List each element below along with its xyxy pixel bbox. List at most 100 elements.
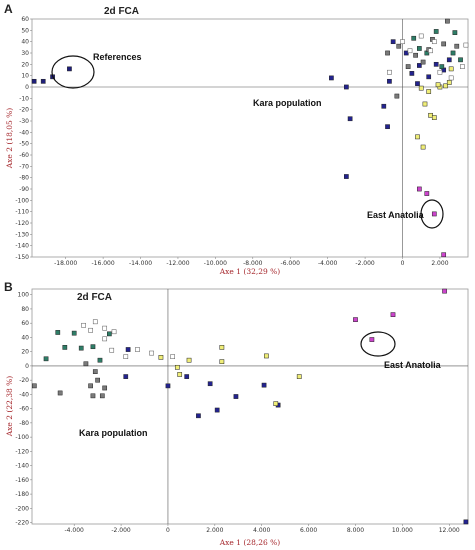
data-point-magenta bbox=[424, 191, 430, 196]
panel-a-east-anatolia-circle bbox=[420, 199, 444, 229]
data-point-green bbox=[439, 64, 445, 69]
data-point-blue bbox=[344, 174, 349, 179]
x-tick-label: -14.000 bbox=[129, 260, 152, 267]
x-tick-label: 12.000 bbox=[439, 527, 460, 534]
data-point-green bbox=[417, 46, 422, 51]
y-tick-label: -30 bbox=[19, 118, 29, 125]
data-point-yellow bbox=[420, 144, 426, 150]
x-tick-label: 2.000 bbox=[431, 260, 448, 267]
x-tick-label: -2.000 bbox=[355, 260, 375, 267]
y-tick-label: 0 bbox=[25, 363, 29, 370]
data-point-yellow bbox=[431, 115, 437, 120]
panel-b-data-points bbox=[31, 288, 469, 525]
data-point-white bbox=[102, 325, 108, 331]
data-point-blue bbox=[214, 407, 220, 413]
data-point-green bbox=[458, 57, 463, 63]
data-point-green bbox=[450, 50, 456, 56]
data-point-yellow bbox=[443, 83, 448, 89]
data-point-magenta bbox=[441, 252, 447, 258]
data-point-white bbox=[109, 347, 115, 353]
data-point-grey bbox=[405, 64, 411, 69]
data-point-green bbox=[71, 330, 77, 336]
data-point-yellow bbox=[435, 82, 441, 88]
y-tick-label: -160 bbox=[15, 477, 29, 484]
data-point-white bbox=[448, 75, 454, 81]
data-point-white bbox=[102, 336, 108, 342]
data-point-green bbox=[90, 344, 96, 350]
y-tick-label: -70 bbox=[19, 163, 29, 170]
x-tick-label: 4.000 bbox=[253, 527, 270, 534]
data-point-white bbox=[111, 329, 117, 335]
data-point-yellow bbox=[418, 85, 424, 91]
data-point-blue bbox=[347, 116, 353, 122]
data-point-white bbox=[400, 39, 405, 45]
data-point-yellow bbox=[415, 134, 420, 140]
panel-a-letter: A bbox=[4, 2, 13, 16]
data-point-grey bbox=[57, 390, 63, 396]
data-point-green bbox=[433, 29, 439, 34]
y-tick-label: -200 bbox=[15, 505, 29, 512]
data-point-white bbox=[437, 69, 443, 75]
data-point-yellow bbox=[177, 372, 183, 377]
data-point-green bbox=[97, 357, 103, 363]
y-tick-label: -80 bbox=[19, 420, 29, 427]
x-tick-label: 10.000 bbox=[392, 527, 413, 534]
data-point-white bbox=[387, 69, 392, 75]
data-point-magenta bbox=[369, 337, 375, 342]
data-point-blue bbox=[381, 103, 387, 109]
y-tick-label: -60 bbox=[19, 152, 29, 159]
panel-a-annotation-kara-population: Kara population bbox=[253, 98, 322, 108]
data-point-white bbox=[123, 354, 129, 359]
data-point-yellow bbox=[219, 345, 225, 350]
data-point-blue bbox=[433, 61, 439, 67]
y-tick-label: -100 bbox=[15, 197, 29, 204]
data-point-yellow bbox=[158, 355, 164, 360]
data-point-magenta bbox=[431, 211, 437, 217]
panel-a-y-tick-labels: 60 50 40 30 20 10 0 -10 -20 -30 -40 -50 -60 -70 -80 -90… bbox=[15, 16, 32, 261]
data-point-grey bbox=[394, 93, 400, 99]
data-point-white bbox=[407, 48, 413, 54]
x-tick-label: 8.000 bbox=[347, 527, 364, 534]
y-tick-label: -60 bbox=[19, 406, 29, 413]
data-point-blue bbox=[426, 74, 432, 80]
data-point-blue bbox=[446, 57, 452, 63]
data-point-grey bbox=[83, 361, 89, 367]
data-point-magenta bbox=[390, 312, 396, 317]
y-tick-label: -40 bbox=[19, 391, 29, 398]
y-tick-label: 0 bbox=[25, 84, 29, 91]
data-point-white bbox=[88, 327, 93, 333]
panel-b-x-tick-labels: -4.000 -2.000 0 2.000 4.000 6.000 8.000 10.000 1… bbox=[65, 524, 460, 534]
panel-a-data-points bbox=[31, 18, 469, 258]
x-tick-label: -12.000 bbox=[166, 260, 189, 267]
data-point-blue bbox=[233, 394, 239, 399]
panel-b-y-tick-labels: 100 80 60 40 20 0 -20 -40 -60 -80 -100 -120 -140 -160… bbox=[15, 292, 32, 527]
panel-b-frame bbox=[31, 288, 469, 525]
y-tick-label: 40 bbox=[21, 39, 29, 46]
data-point-white bbox=[149, 350, 154, 356]
y-tick-label: -40 bbox=[19, 129, 29, 136]
panel-a-zero-axes bbox=[32, 19, 468, 257]
data-point-grey bbox=[420, 59, 426, 65]
x-tick-label: -16.000 bbox=[92, 260, 115, 267]
data-point-blue bbox=[261, 382, 267, 388]
x-tick-label: 6.000 bbox=[300, 527, 317, 534]
x-tick-label: 0 bbox=[401, 260, 405, 267]
data-point-blue bbox=[463, 519, 469, 525]
data-point-grey bbox=[99, 393, 105, 399]
data-point-grey bbox=[445, 18, 450, 24]
data-point-grey bbox=[88, 383, 93, 389]
y-tick-label: -90 bbox=[19, 186, 29, 193]
data-point-yellow bbox=[219, 359, 225, 364]
x-tick-label: -4.000 bbox=[318, 260, 338, 267]
data-point-blue bbox=[184, 374, 190, 379]
data-point-yellow bbox=[422, 101, 428, 107]
y-tick-label: -220 bbox=[15, 520, 29, 527]
data-point-blue bbox=[207, 381, 213, 387]
y-tick-label: -20 bbox=[19, 107, 29, 114]
y-tick-label: -130 bbox=[15, 231, 29, 238]
y-tick-label: 20 bbox=[21, 61, 29, 68]
data-point-references bbox=[67, 66, 72, 72]
data-point-white bbox=[428, 48, 433, 54]
data-point-grey bbox=[385, 50, 390, 56]
panel-b-title: 2d FCA bbox=[77, 292, 112, 303]
